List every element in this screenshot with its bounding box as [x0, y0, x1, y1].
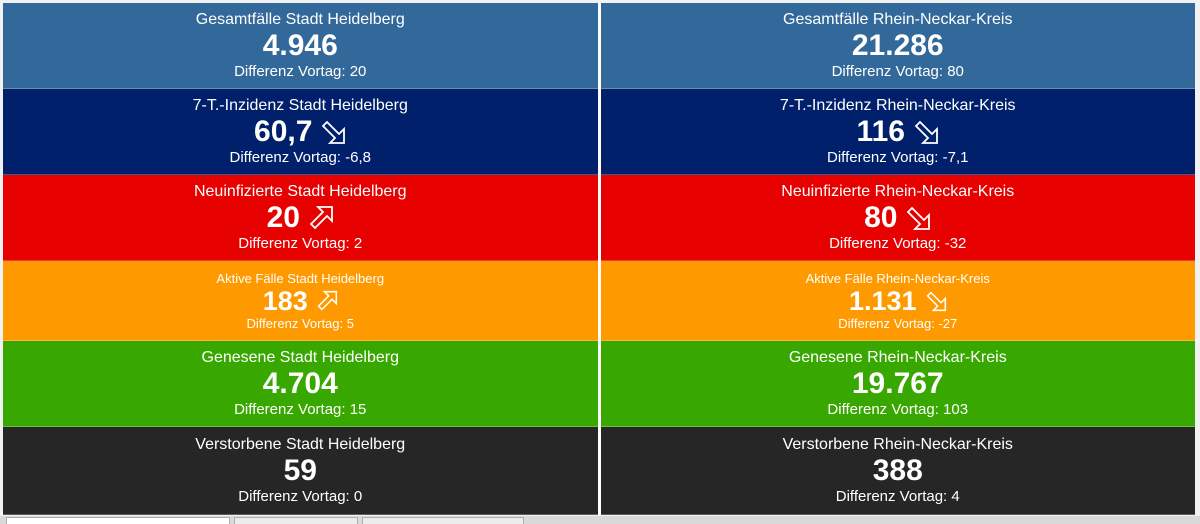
- arrow-down-right-icon: [925, 290, 946, 311]
- arrow-up-right-icon: [309, 205, 333, 229]
- tile-recovered-heidelberg: Genesene Stadt Heidelberg 4.704 Differen…: [3, 341, 598, 427]
- arrow-up-right-icon: [317, 290, 337, 311]
- tile-diff: Differenz Vortag: 103: [827, 400, 969, 418]
- tile-active-heidelberg: Aktive Fälle Stadt Heidelberg 183 Differ…: [3, 261, 598, 341]
- tile-new-rhein-neckar: Neuinfizierte Rhein-Neckar-Kreis 80 Diff…: [600, 175, 1195, 261]
- tile-diff: Differenz Vortag: -32: [829, 234, 967, 252]
- sheet-tab[interactable]: [234, 517, 358, 524]
- tile-title: Gesamtfälle Stadt Heidelberg: [195, 10, 405, 28]
- tile-recovered-rhein-neckar: Genesene Rhein-Neckar-Kreis 19.767 Diffe…: [600, 341, 1195, 427]
- tile-total-rhein-neckar: Gesamtfälle Rhein-Neckar-Kreis 21.286 Di…: [600, 3, 1195, 89]
- tile-incidence-heidelberg: 7-T.-Inzidenz Stadt Heidelberg 60,7 Diff…: [3, 89, 598, 175]
- tile-diff: Differenz Vortag: -6,8: [229, 148, 371, 166]
- tile-diff: Differenz Vortag: 5: [246, 315, 354, 331]
- tile-diff: Differenz Vortag: 0: [238, 487, 363, 505]
- tile-value: 4.946: [262, 28, 338, 62]
- tile-value: 20: [266, 200, 300, 234]
- sheet-tab-active[interactable]: [6, 517, 230, 524]
- tile-diff: Differenz Vortag: 80: [831, 62, 964, 80]
- tile-new-heidelberg: Neuinfizierte Stadt Heidelberg 20 Differ…: [3, 175, 598, 261]
- tile-deceased-rhein-neckar: Verstorbene Rhein-Neckar-Kreis 388 Diffe…: [600, 427, 1195, 515]
- dashboard-grid: Gesamtfälle Stadt Heidelberg 4.946 Diffe…: [3, 3, 1195, 515]
- tile-value: 388: [872, 453, 923, 487]
- tile-value: 116: [856, 114, 905, 148]
- tile-diff: Differenz Vortag: 20: [234, 62, 367, 80]
- tile-value: 80: [864, 200, 898, 234]
- tile-active-rhein-neckar: Aktive Fälle Rhein-Neckar-Kreis 1.131 Di…: [600, 261, 1195, 341]
- tile-diff: Differenz Vortag: -27: [838, 315, 958, 331]
- tile-diff: Differenz Vortag: -7,1: [827, 148, 969, 166]
- tile-value: 60,7: [254, 114, 313, 148]
- arrow-down-right-icon: [914, 120, 938, 144]
- tile-title: Aktive Fälle Rhein-Neckar-Kreis: [805, 270, 990, 286]
- tile-title: 7-T.-Inzidenz Rhein-Neckar-Kreis: [779, 96, 1016, 114]
- tile-value: 21.286: [851, 28, 944, 62]
- tile-title: Verstorbene Stadt Heidelberg: [195, 435, 406, 453]
- tile-title: Neuinfizierte Rhein-Neckar-Kreis: [781, 182, 1015, 200]
- tile-value: 4.704: [262, 366, 338, 400]
- tile-title: Neuinfizierte Stadt Heidelberg: [193, 182, 407, 200]
- tile-value: 19.767: [851, 366, 944, 400]
- tile-diff: Differenz Vortag: 2: [238, 234, 363, 252]
- arrow-down-right-icon: [322, 120, 346, 144]
- tile-diff: Differenz Vortag: 15: [234, 400, 367, 418]
- sheet-tab[interactable]: [362, 517, 524, 524]
- arrow-down-right-icon: [907, 206, 931, 230]
- tile-title: Aktive Fälle Stadt Heidelberg: [216, 270, 385, 286]
- tile-value: 183: [262, 285, 308, 316]
- tile-title: Gesamtfälle Rhein-Neckar-Kreis: [783, 10, 1013, 28]
- tile-title: Genesene Rhein-Neckar-Kreis: [788, 348, 1007, 366]
- tile-diff: Differenz Vortag: 4: [835, 487, 960, 505]
- tile-title: Genesene Stadt Heidelberg: [201, 348, 399, 366]
- tile-title: 7-T.-Inzidenz Stadt Heidelberg: [192, 96, 408, 114]
- tile-value: 1.131: [848, 285, 917, 316]
- sheet-tab-bar: [0, 516, 1200, 524]
- tile-title: Verstorbene Rhein-Neckar-Kreis: [782, 435, 1013, 453]
- tile-value: 59: [283, 453, 317, 487]
- tile-deceased-heidelberg: Verstorbene Stadt Heidelberg 59 Differen…: [3, 427, 598, 515]
- tile-incidence-rhein-neckar: 7-T.-Inzidenz Rhein-Neckar-Kreis 116 Dif…: [600, 89, 1195, 175]
- tile-total-heidelberg: Gesamtfälle Stadt Heidelberg 4.946 Diffe…: [3, 3, 598, 89]
